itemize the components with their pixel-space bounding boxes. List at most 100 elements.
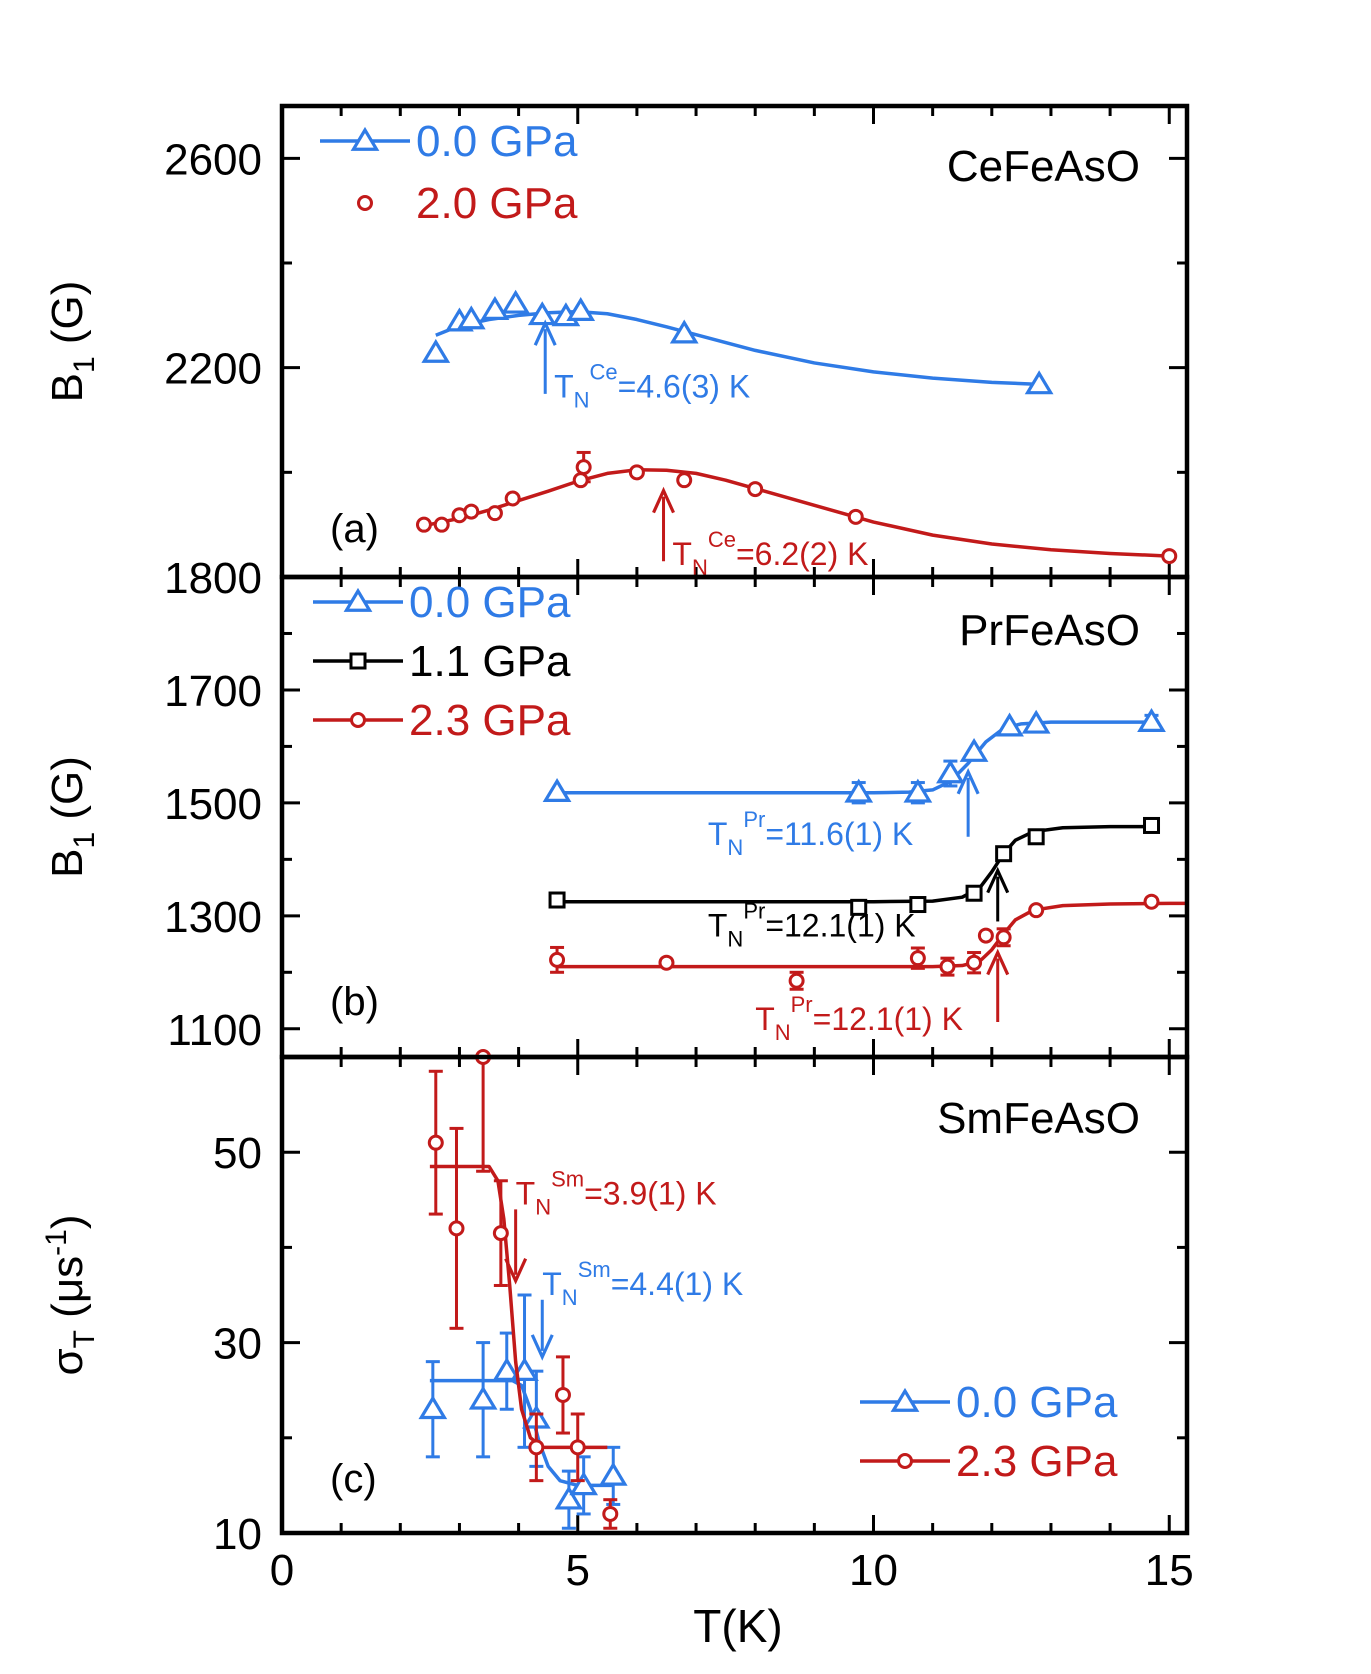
x-tick-label: 10: [849, 1546, 898, 1595]
y-axis-label-main: B: [43, 373, 92, 402]
data-point: [995, 712, 1024, 737]
transition-label: TNSm=3.9(1) K: [516, 1167, 717, 1220]
annotation-arrow-head: [533, 319, 557, 346]
y-tick-label: 1800: [164, 554, 262, 603]
legend-label: 0.0 GPa: [409, 578, 571, 627]
transition-label-sup: Ce: [590, 359, 618, 384]
data-point: [492, 1225, 509, 1242]
transition-label: TNPr=12.1(1) K: [755, 992, 963, 1045]
legend-marker: [897, 1453, 913, 1469]
legend-label: 1.1 GPa: [409, 637, 571, 686]
data-point: [959, 737, 989, 762]
y-axis-label-sup: -1: [40, 1229, 73, 1256]
transition-label-sub: N: [574, 387, 590, 412]
y-axis-label-sub: 1: [68, 832, 101, 849]
transition-arrow: [956, 767, 980, 837]
legend-marker: [357, 195, 373, 211]
y-axis-label: σT (μs-1): [40, 1214, 101, 1375]
compound-name: CeFeAsO: [947, 142, 1140, 191]
data-point: [844, 778, 874, 803]
data-point: [977, 927, 994, 944]
data-point: [572, 472, 589, 489]
transition-label: TNCe=4.6(3) K: [554, 359, 750, 412]
transition-label-sup: Sm: [578, 1257, 611, 1282]
transition-label-base: T: [708, 816, 728, 852]
transition-label-sub: N: [692, 555, 708, 580]
transition-label-sub: N: [562, 1285, 578, 1310]
data-point: [569, 1439, 586, 1456]
legend-entry: 2.3 GPa: [313, 696, 571, 745]
legend-entry: 1.1 GPa: [313, 637, 571, 686]
annotation-arrow-head: [652, 486, 675, 514]
panel-label: (a): [330, 507, 379, 551]
y-tick-label: 2200: [164, 345, 262, 394]
y-axis-label: B1 (G): [43, 756, 101, 878]
data-point: [676, 472, 693, 489]
y-tick-label: 30: [213, 1320, 262, 1369]
transition-label-base: T: [708, 908, 728, 944]
data-point: [850, 898, 868, 916]
series-0-0-gpa: [542, 708, 1166, 805]
data-point: [788, 972, 805, 989]
transition-label-sub: N: [727, 927, 743, 952]
data-point: [602, 1505, 619, 1522]
y-tick-label: 1700: [164, 667, 262, 716]
y-tick-label: 1300: [164, 893, 262, 942]
transition-annotation: TNSm=3.9(1) K: [504, 1167, 717, 1285]
transition-label: TNPr=11.6(1) K: [708, 807, 913, 860]
panel-label: (c): [330, 1457, 377, 1501]
data-point: [433, 516, 450, 533]
data-point: [448, 1220, 465, 1237]
transition-label-base: T: [755, 1001, 775, 1037]
data-point: [1027, 828, 1045, 846]
transition-annotation: TNPr=11.6(1) K: [708, 767, 980, 860]
legend-label: 2.3 GPa: [956, 1437, 1118, 1486]
data-point: [936, 759, 965, 784]
legend-entry: 0.0 GPa: [860, 1378, 1118, 1427]
data-point: [847, 508, 864, 525]
data-point: [1021, 709, 1051, 734]
panel-label: (b): [330, 980, 379, 1024]
legend-marker: [349, 652, 367, 670]
x-tick-label: 0: [270, 1546, 294, 1595]
transition-label-sup: Pr: [791, 992, 813, 1017]
transition-label-value: =11.6(1) K: [765, 816, 913, 852]
transition-label-value: =4.6(3) K: [618, 368, 751, 404]
legend-entry: 2.0 GPa: [357, 179, 578, 228]
data-point: [542, 778, 572, 803]
legend-label: 0.0 GPa: [416, 117, 578, 166]
series-2-3-gpa: [427, 1049, 619, 1530]
annotation-arrow-head: [956, 767, 980, 795]
panel-frame: [279, 1054, 1190, 1536]
transition-label-sup: Pr: [743, 807, 765, 832]
data-point: [549, 951, 566, 968]
y-axis-label-unit: (G): [43, 281, 92, 357]
x-axis-label: T(K): [693, 1600, 782, 1652]
data-point: [1143, 816, 1161, 834]
data-point: [528, 1439, 545, 1456]
data-point: [628, 464, 645, 481]
transition-arrow: [504, 1209, 528, 1285]
transition-annotation: TNCe=4.6(3) K: [533, 319, 750, 412]
legend-entry: 0.0 GPa: [313, 578, 571, 627]
legend-label: 2.3 GPa: [409, 696, 571, 745]
legend-entry: 2.3 GPa: [860, 1437, 1118, 1486]
fit-curve: [557, 824, 1152, 904]
transition-label-value: =12.1(1) K: [765, 908, 915, 944]
data-point: [463, 503, 480, 520]
series-0-0-gpa: [418, 1293, 628, 1530]
x-tick-label: 5: [566, 1546, 590, 1595]
compound-name: PrFeAsO: [959, 606, 1140, 655]
data-point: [501, 289, 531, 314]
transition-label-sup: Ce: [708, 527, 736, 552]
series-0-0-gpa: [421, 289, 1054, 395]
annotation-arrow-head: [986, 866, 1010, 894]
transition-arrow: [652, 486, 675, 562]
data-point: [418, 1395, 448, 1420]
data-point: [995, 929, 1012, 946]
data-point: [421, 338, 451, 363]
transition-label-value: =4.4(1) K: [611, 1266, 744, 1302]
legend-marker: [890, 1387, 920, 1412]
data-point: [548, 891, 566, 909]
